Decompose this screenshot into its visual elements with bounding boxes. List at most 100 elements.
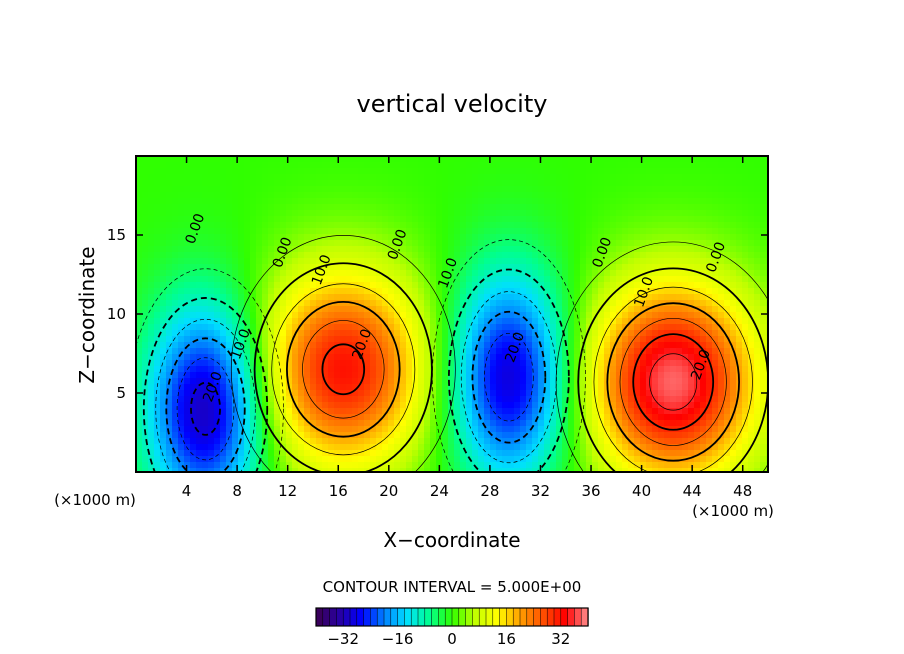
heatmap-cell (310, 312, 317, 319)
heatmap-cell (682, 384, 689, 391)
heatmap-cell (454, 414, 461, 421)
heatmap-cell (484, 306, 491, 313)
heatmap-cell (754, 312, 761, 319)
heatmap-cell (382, 252, 389, 259)
heatmap-cell (670, 312, 677, 319)
heatmap-cell (238, 432, 245, 439)
heatmap-cell (364, 246, 371, 253)
heatmap-cell (478, 288, 485, 295)
heatmap-cell (694, 336, 701, 343)
heatmap-cell (334, 216, 341, 223)
heatmap-cell (442, 432, 449, 439)
heatmap-cell (448, 318, 455, 325)
heatmap-cell (166, 258, 173, 265)
heatmap-cell (184, 198, 191, 205)
heatmap-cell (196, 288, 203, 295)
heatmap-cell (490, 228, 497, 235)
heatmap-cell (304, 336, 311, 343)
heatmap-cell (466, 234, 473, 241)
heatmap-cell (178, 240, 185, 247)
heatmap-cell (430, 174, 437, 181)
heatmap-cell (514, 342, 521, 349)
heatmap-cell (370, 198, 377, 205)
heatmap-cell (622, 378, 629, 385)
heatmap-cell (292, 426, 299, 433)
heatmap-cell (394, 216, 401, 223)
heatmap-cell (694, 198, 701, 205)
heatmap-cell (448, 396, 455, 403)
heatmap-cell (256, 318, 263, 325)
heatmap-cell (436, 348, 443, 355)
heatmap-cell (208, 306, 215, 313)
heatmap-cell (520, 360, 527, 367)
heatmap-cell (652, 174, 659, 181)
heatmap-cell (526, 342, 533, 349)
heatmap-cell (412, 420, 419, 427)
heatmap-cell (346, 414, 353, 421)
heatmap-cell (592, 378, 599, 385)
heatmap-cell (298, 306, 305, 313)
heatmap-cell (760, 264, 767, 271)
heatmap-cell (304, 234, 311, 241)
heatmap-cell (190, 258, 197, 265)
heatmap-cell (424, 252, 431, 259)
heatmap-cell (658, 186, 665, 193)
heatmap-cell (334, 324, 341, 331)
heatmap-cell (430, 330, 437, 337)
heatmap-cell (520, 276, 527, 283)
heatmap-cell (202, 300, 209, 307)
heatmap-cell (682, 294, 689, 301)
heatmap-cell (670, 174, 677, 181)
heatmap-cell (520, 258, 527, 265)
heatmap-cell (568, 306, 575, 313)
heatmap-cell (262, 258, 269, 265)
heatmap-cell (178, 210, 185, 217)
heatmap-cell (244, 354, 251, 361)
heatmap-cell (490, 348, 497, 355)
heatmap-cell (346, 384, 353, 391)
heatmap-cell (562, 264, 569, 271)
heatmap-cell (688, 420, 695, 427)
heatmap-cell (310, 294, 317, 301)
heatmap-cell (406, 420, 413, 427)
heatmap-cell (142, 168, 149, 175)
heatmap-cell (442, 288, 449, 295)
heatmap-cell (238, 426, 245, 433)
heatmap-cell (646, 414, 653, 421)
heatmap-cell (322, 162, 329, 169)
heatmap-cell (598, 198, 605, 205)
heatmap-cell (460, 330, 467, 337)
heatmap-cell (226, 240, 233, 247)
heatmap-cell (370, 228, 377, 235)
heatmap-cell (664, 318, 671, 325)
heatmap-cell (328, 192, 335, 199)
heatmap-cell (394, 390, 401, 397)
heatmap-cell (460, 264, 467, 271)
heatmap-cell (316, 246, 323, 253)
heatmap-cell (256, 198, 263, 205)
heatmap-cell (310, 336, 317, 343)
heatmap-cell (532, 414, 539, 421)
heatmap-cell (736, 294, 743, 301)
heatmap-cell (442, 336, 449, 343)
heatmap-cell (724, 228, 731, 235)
heatmap-cell (604, 324, 611, 331)
heatmap-cell (508, 270, 515, 277)
heatmap-cell (424, 228, 431, 235)
heatmap-cell (670, 192, 677, 199)
heatmap-cell (580, 372, 587, 379)
heatmap-cell (538, 246, 545, 253)
heatmap-cell (658, 384, 665, 391)
heatmap-cell (502, 228, 509, 235)
heatmap-cell (694, 174, 701, 181)
heatmap-cell (142, 156, 149, 163)
heatmap-cell (754, 276, 761, 283)
heatmap-cell (580, 336, 587, 343)
heatmap-cell (700, 162, 707, 169)
heatmap-cell (682, 204, 689, 211)
heatmap-cell (268, 402, 275, 409)
heatmap-cell (484, 174, 491, 181)
heatmap-cell (454, 360, 461, 367)
heatmap-cell (454, 270, 461, 277)
heatmap-cell (598, 180, 605, 187)
